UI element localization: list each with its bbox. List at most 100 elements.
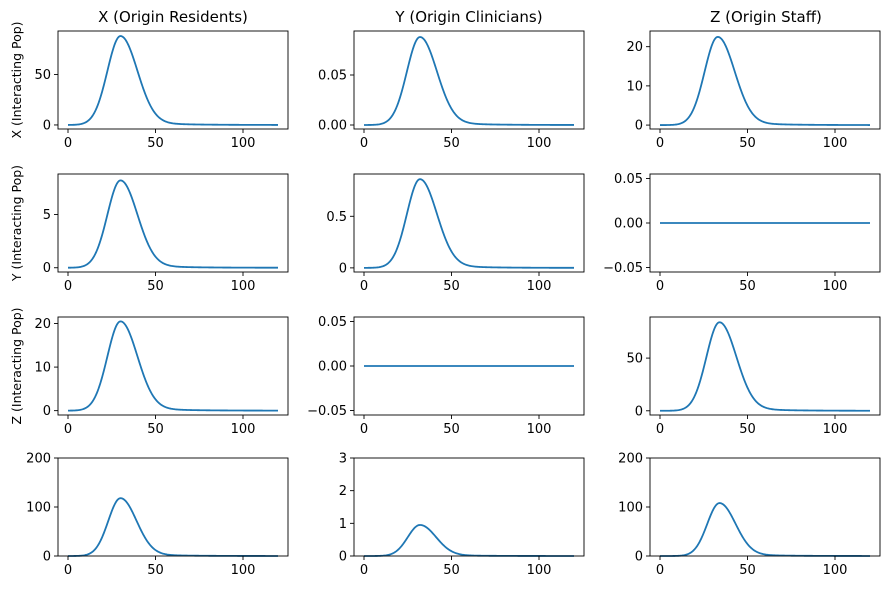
x-tick-label: 50 (739, 563, 756, 578)
x-tick-label: 100 (823, 136, 848, 151)
series-line (68, 320, 278, 412)
axes-frame (353, 173, 585, 273)
series-line (660, 35, 870, 126)
x-tick-label: 50 (739, 136, 756, 151)
panel-r0-c1: 0 50 100 0.00 0.05 (318, 30, 585, 151)
x-tick-label: 50 (739, 279, 756, 294)
x-tick-label: 0 (656, 563, 664, 578)
x-tick-label: 0 (360, 422, 368, 437)
series-line (68, 497, 278, 557)
axes-frame (649, 457, 881, 557)
column-title-x: X (Origin Residents) (98, 8, 248, 26)
panel-r2-c0: 0 50 100 0 10 20 (34, 316, 289, 437)
axes-frame (353, 30, 585, 130)
x-tick-label: 100 (823, 279, 848, 294)
x-tick-label: 50 (147, 422, 164, 437)
y-tick-label: 0 (339, 261, 347, 276)
x-tick-label: 0 (656, 136, 664, 151)
x-tick-label: 100 (527, 563, 552, 578)
x-tick-label: 100 (527, 422, 552, 437)
x-tick-label: 50 (739, 422, 756, 437)
x-tick-label: 100 (231, 563, 256, 578)
y-tick-label: 0 (635, 119, 643, 134)
x-tick-label: 0 (656, 279, 664, 294)
panel-r2-c2: 0 50 100 0 50 (626, 316, 881, 437)
panel-r3-c0: 0 50 100 0 100 200 (26, 452, 289, 578)
x-tick-label: 50 (443, 422, 460, 437)
panel-r0-c0: 0 50 100 0 50 (34, 30, 289, 151)
y-tick-label: 100 (26, 501, 51, 516)
x-tick-label: 0 (64, 136, 72, 151)
y-tick-label: 200 (26, 452, 51, 467)
row-label-z: Z (Interacting Pop) (9, 307, 24, 424)
x-tick-label: 0 (64, 422, 72, 437)
x-tick-label: 100 (823, 422, 848, 437)
panel-r1-c0: 0 50 100 0 5 (43, 173, 289, 294)
axes-frame (57, 457, 289, 557)
y-tick-label: 10 (34, 361, 51, 376)
column-title-y: Y (Origin Clinicians) (394, 8, 542, 26)
x-tick-label: 50 (443, 136, 460, 151)
y-tick-label: 100 (618, 501, 643, 516)
row-label-y: Y (Interacting Pop) (9, 165, 24, 282)
x-tick-label: 100 (231, 422, 256, 437)
x-tick-label: 100 (231, 279, 256, 294)
y-tick-label: 200 (618, 452, 643, 467)
axes-frame (649, 30, 881, 130)
series-line (67, 35, 278, 126)
y-tick-label: 0 (43, 404, 51, 419)
y-tick-label: 0.5 (326, 210, 347, 225)
x-tick-label: 50 (147, 136, 164, 151)
panel-r2-c1: 0 50 100 −0.05 0.00 0.05 (307, 315, 585, 437)
y-tick-label: 0 (43, 118, 51, 133)
axes-frame (57, 173, 289, 273)
series-line (67, 179, 278, 269)
y-tick-label: 3 (339, 452, 347, 467)
series-line (660, 502, 870, 557)
y-tick-label: 0.05 (614, 172, 643, 187)
y-tick-label: 1 (339, 517, 347, 532)
panel-r3-c1: 0 50 100 0 1 2 3 (339, 452, 585, 578)
panel-r1-c2: 0 50 100 −0.05 0.00 0.05 (603, 172, 881, 294)
panel-r0-c2: 0 50 100 0 10 20 (626, 30, 881, 151)
y-tick-label: 0 (43, 550, 51, 565)
y-tick-label: 50 (626, 352, 643, 367)
y-tick-label: 0.05 (318, 69, 347, 84)
x-tick-label: 0 (360, 279, 368, 294)
y-tick-label: 2 (339, 484, 347, 499)
panel-r3-c2: 0 50 100 0 100 200 (618, 452, 881, 578)
y-tick-label: 0.00 (318, 119, 347, 134)
x-tick-label: 100 (527, 279, 552, 294)
x-tick-label: 100 (527, 136, 552, 151)
x-tick-label: 50 (443, 563, 460, 578)
y-tick-label: 5 (43, 208, 51, 223)
x-tick-label: 100 (231, 136, 256, 151)
y-tick-label: 50 (34, 68, 51, 83)
y-tick-label: 0 (635, 550, 643, 565)
y-tick-label: 10 (626, 79, 643, 94)
x-tick-label: 50 (147, 279, 164, 294)
y-tick-label: 0.00 (318, 360, 347, 375)
axes-frame (353, 457, 585, 557)
panel-r1-c1: 0 50 100 0 0.5 (326, 173, 585, 294)
column-titles: X (Origin Residents) Y (Origin Clinician… (98, 8, 822, 26)
x-tick-label: 0 (64, 563, 72, 578)
y-tick-label: 20 (34, 317, 51, 332)
y-tick-label: 0.00 (614, 217, 643, 232)
series-line (364, 524, 574, 557)
y-tick-label: 20 (626, 40, 643, 55)
x-tick-label: 50 (443, 279, 460, 294)
y-tick-label: 0 (635, 404, 643, 419)
series-line (364, 36, 574, 126)
x-tick-label: 0 (64, 279, 72, 294)
y-tick-label: −0.05 (603, 261, 643, 276)
axes-frame (57, 316, 289, 416)
x-tick-label: 0 (360, 563, 368, 578)
row-label-x: X (Interacting Pop) (9, 21, 24, 138)
row-labels: X (Interacting Pop) Y (Interacting Pop) … (9, 21, 24, 424)
x-tick-label: 0 (360, 136, 368, 151)
series-line (364, 178, 574, 269)
x-tick-label: 0 (656, 422, 664, 437)
